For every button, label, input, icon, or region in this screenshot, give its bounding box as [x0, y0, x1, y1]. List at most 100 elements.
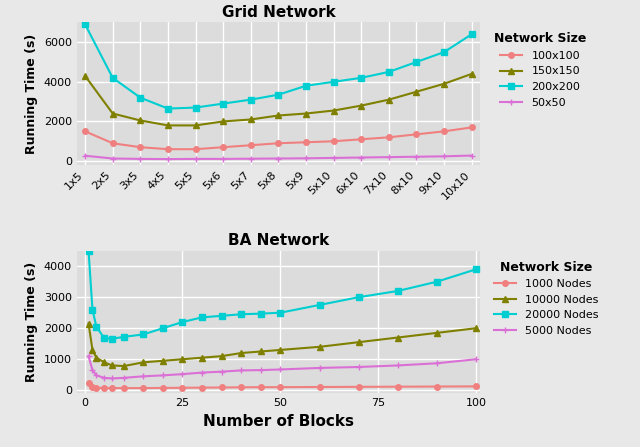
10000 Nodes — [433, 330, 441, 336]
200x200 — [275, 92, 282, 97]
5000 Nodes — [433, 361, 441, 366]
20000 Nodes — [257, 311, 264, 316]
20000 Nodes — [159, 325, 167, 331]
10000 Nodes — [237, 350, 245, 356]
1000 Nodes — [179, 385, 186, 391]
10000 Nodes — [257, 349, 264, 354]
100x100 — [81, 129, 89, 134]
5000 Nodes — [159, 373, 167, 378]
100x100 — [330, 139, 337, 144]
150x150 — [330, 108, 337, 113]
50x50 — [413, 154, 420, 160]
10000 Nodes — [198, 355, 206, 360]
5000 Nodes — [394, 363, 402, 368]
Y-axis label: Running Time (s): Running Time (s) — [25, 34, 38, 154]
1000 Nodes — [355, 384, 362, 389]
5000 Nodes — [108, 376, 116, 381]
1000 Nodes — [140, 385, 147, 391]
50x50 — [357, 155, 365, 160]
50x50 — [164, 156, 172, 162]
50x50 — [468, 153, 476, 158]
1000 Nodes — [394, 384, 402, 389]
Line: 1000 Nodes: 1000 Nodes — [86, 381, 479, 391]
1000 Nodes — [472, 384, 480, 389]
Line: 150x150: 150x150 — [82, 71, 475, 129]
200x200 — [109, 75, 116, 80]
200x200 — [413, 59, 420, 65]
150x150 — [247, 117, 255, 122]
1000 Nodes — [198, 385, 206, 390]
50x50 — [220, 156, 227, 161]
50x50 — [302, 156, 310, 161]
10000 Nodes — [120, 363, 127, 369]
10000 Nodes — [88, 347, 96, 353]
1000 Nodes — [120, 385, 127, 391]
5000 Nodes — [84, 354, 92, 359]
5000 Nodes — [100, 375, 108, 380]
100x100 — [413, 132, 420, 137]
200x200 — [81, 21, 89, 27]
1000 Nodes — [237, 384, 245, 390]
150x150 — [302, 111, 310, 116]
100x100 — [357, 137, 365, 142]
100x100 — [220, 144, 227, 150]
5000 Nodes — [218, 369, 225, 374]
20000 Nodes — [100, 335, 108, 341]
50x50 — [192, 156, 200, 161]
100x100 — [192, 147, 200, 152]
5000 Nodes — [93, 373, 100, 378]
1000 Nodes — [84, 381, 92, 386]
5000 Nodes — [257, 367, 264, 373]
20000 Nodes — [472, 266, 480, 272]
200x200 — [136, 95, 144, 100]
20000 Nodes — [84, 248, 92, 253]
5000 Nodes — [198, 370, 206, 375]
20000 Nodes — [198, 315, 206, 320]
100x100 — [302, 139, 310, 145]
100x100 — [385, 135, 393, 140]
50x50 — [385, 154, 393, 160]
20000 Nodes — [316, 302, 323, 308]
50x50 — [81, 153, 89, 158]
50x50 — [330, 155, 337, 160]
100x100 — [275, 140, 282, 146]
150x150 — [468, 71, 476, 76]
Line: 5000 Nodes: 5000 Nodes — [85, 353, 479, 382]
100x100 — [164, 147, 172, 152]
20000 Nodes — [88, 307, 96, 312]
50x50 — [247, 156, 255, 161]
10000 Nodes — [218, 354, 225, 359]
1000 Nodes — [218, 385, 225, 390]
200x200 — [440, 50, 448, 55]
10000 Nodes — [394, 335, 402, 340]
5000 Nodes — [355, 364, 362, 370]
150x150 — [109, 111, 116, 116]
20000 Nodes — [276, 310, 284, 316]
150x150 — [220, 119, 227, 124]
150x150 — [164, 123, 172, 128]
100x100 — [468, 125, 476, 130]
50x50 — [275, 156, 282, 161]
5000 Nodes — [140, 374, 147, 379]
200x200 — [192, 105, 200, 110]
10000 Nodes — [355, 339, 362, 345]
200x200 — [385, 69, 393, 75]
10000 Nodes — [100, 360, 108, 365]
5000 Nodes — [120, 375, 127, 380]
10000 Nodes — [93, 355, 100, 360]
Title: BA Network: BA Network — [228, 233, 329, 248]
Line: 200x200: 200x200 — [83, 21, 474, 111]
20000 Nodes — [140, 332, 147, 337]
200x200 — [247, 97, 255, 102]
1000 Nodes — [93, 385, 100, 391]
150x150 — [275, 113, 282, 118]
20000 Nodes — [218, 313, 225, 319]
20000 Nodes — [355, 295, 362, 300]
1000 Nodes — [100, 385, 108, 391]
1000 Nodes — [257, 384, 264, 390]
50x50 — [440, 154, 448, 159]
1000 Nodes — [433, 384, 441, 389]
150x150 — [136, 118, 144, 123]
150x150 — [385, 97, 393, 102]
1000 Nodes — [108, 385, 116, 391]
